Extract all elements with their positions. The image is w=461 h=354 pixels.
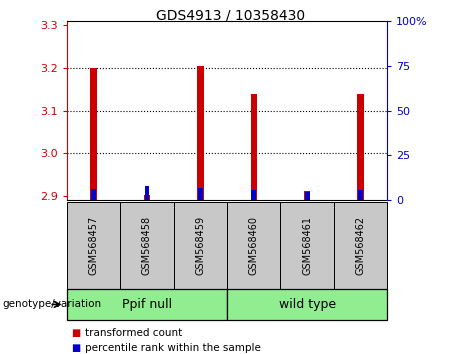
Text: GSM568458: GSM568458 [142,216,152,275]
Text: wild type: wild type [278,298,336,311]
Bar [357,93,364,200]
Bar [145,185,149,200]
Text: GSM568460: GSM568460 [249,216,259,275]
Text: ■: ■ [71,329,81,338]
Text: Ppif null: Ppif null [122,298,172,311]
Bar [144,195,150,200]
Text: transformed count: transformed count [85,329,183,338]
Text: genotype/variation: genotype/variation [2,299,101,309]
Bar [251,190,256,200]
Bar [358,190,363,200]
Bar [197,66,204,200]
Bar [304,191,310,200]
Text: GDS4913 / 10358430: GDS4913 / 10358430 [156,9,305,23]
Text: percentile rank within the sample: percentile rank within the sample [85,343,261,353]
Text: ■: ■ [71,343,81,353]
Bar [198,188,203,200]
Bar [91,189,96,200]
Bar [90,68,97,200]
Bar [250,93,257,200]
Text: GSM568462: GSM568462 [355,216,366,275]
Text: GSM568461: GSM568461 [302,216,312,275]
Text: GSM568459: GSM568459 [195,216,205,275]
Text: GSM568457: GSM568457 [89,216,99,275]
Bar [305,192,309,200]
